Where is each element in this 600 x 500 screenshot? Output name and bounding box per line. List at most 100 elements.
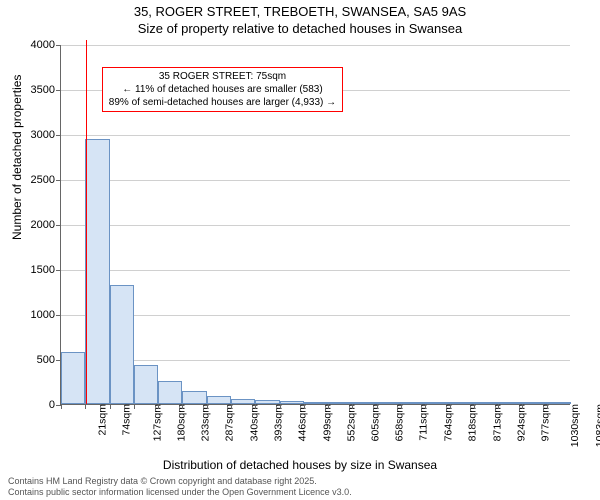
- x-tick-label: 818sqm: [467, 404, 479, 441]
- histogram-bar: [134, 365, 158, 404]
- annotation-line-2: ← 11% of detached houses are smaller (58…: [109, 83, 336, 96]
- histogram-bar: [182, 391, 206, 404]
- x-tick-mark: [134, 404, 135, 409]
- x-tick-label: 977sqm: [540, 404, 552, 441]
- histogram-bar: [280, 401, 304, 404]
- y-tick-label: 3500: [31, 84, 55, 96]
- x-tick-mark: [522, 404, 523, 409]
- x-tick-label: 711sqm: [417, 404, 429, 441]
- gridline: [61, 45, 570, 46]
- annotation-line-3: 89% of semi-detached houses are larger (…: [109, 96, 336, 109]
- x-tick-mark: [280, 404, 281, 409]
- x-tick-mark: [401, 404, 402, 409]
- y-tick-mark: [56, 225, 61, 226]
- histogram-bar: [328, 402, 352, 404]
- x-tick-label: 21sqm: [97, 404, 109, 436]
- x-tick-mark: [61, 404, 62, 409]
- histogram-bar: [207, 396, 231, 404]
- y-tick-label: 3000: [31, 129, 55, 141]
- x-tick-label: 1030sqm: [570, 404, 582, 447]
- footer-line-1: Contains HM Land Registry data © Crown c…: [8, 476, 352, 487]
- x-tick-mark: [425, 404, 426, 409]
- histogram-bar: [522, 402, 546, 404]
- footer-attribution: Contains HM Land Registry data © Crown c…: [8, 476, 352, 499]
- chart-title-block: 35, ROGER STREET, TREBOETH, SWANSEA, SA5…: [0, 4, 600, 38]
- histogram-bar: [450, 402, 474, 404]
- y-tick-label: 2000: [31, 219, 55, 231]
- title-line-2: Size of property relative to detached ho…: [0, 21, 600, 38]
- x-tick-label: 340sqm: [248, 404, 260, 441]
- histogram-bar: [110, 285, 134, 404]
- y-tick-label: 4000: [31, 39, 55, 51]
- title-line-1: 35, ROGER STREET, TREBOETH, SWANSEA, SA5…: [0, 4, 600, 21]
- y-tick-mark: [56, 180, 61, 181]
- x-tick-label: 180sqm: [175, 404, 187, 441]
- x-tick-label: 1083sqm: [594, 404, 600, 447]
- x-tick-mark: [85, 404, 86, 409]
- x-tick-label: 764sqm: [442, 404, 454, 441]
- x-tick-label: 552sqm: [345, 404, 357, 441]
- gridline: [61, 135, 570, 136]
- x-tick-mark: [377, 404, 378, 409]
- x-tick-mark: [231, 404, 232, 409]
- chart-container: 35, ROGER STREET, TREBOETH, SWANSEA, SA5…: [0, 0, 600, 500]
- x-tick-label: 658sqm: [394, 404, 406, 441]
- gridline: [61, 225, 570, 226]
- histogram-bar: [547, 402, 571, 404]
- x-tick-label: 127sqm: [151, 404, 163, 441]
- histogram-bar: [498, 402, 522, 404]
- x-tick-label: 924sqm: [515, 404, 527, 441]
- x-tick-label: 605sqm: [370, 404, 382, 441]
- gridline: [61, 360, 570, 361]
- x-tick-mark: [158, 404, 159, 409]
- histogram-bar: [401, 402, 425, 404]
- x-tick-label: 233sqm: [200, 404, 212, 441]
- histogram-bar: [85, 139, 109, 405]
- histogram-bar: [61, 352, 85, 404]
- y-tick-label: 1500: [31, 264, 55, 276]
- x-tick-label: 871sqm: [491, 404, 503, 441]
- histogram-bar: [231, 399, 255, 404]
- histogram-bar: [255, 400, 279, 404]
- y-tick-label: 0: [49, 399, 55, 411]
- x-axis-label: Distribution of detached houses by size …: [0, 458, 600, 472]
- histogram-bar: [474, 402, 498, 404]
- histogram-bar: [352, 402, 376, 404]
- x-tick-mark: [328, 404, 329, 409]
- x-tick-mark: [474, 404, 475, 409]
- y-tick-label: 1000: [31, 309, 55, 321]
- reference-line: [86, 40, 87, 404]
- histogram-bar: [377, 402, 401, 404]
- annotation-box: 35 ROGER STREET: 75sqm← 11% of detached …: [102, 67, 343, 112]
- y-tick-mark: [56, 135, 61, 136]
- x-tick-label: 499sqm: [321, 404, 333, 441]
- y-tick-mark: [56, 270, 61, 271]
- y-tick-mark: [56, 315, 61, 316]
- x-tick-mark: [255, 404, 256, 409]
- y-tick-mark: [56, 90, 61, 91]
- gridline: [61, 315, 570, 316]
- x-tick-label: 393sqm: [272, 404, 284, 441]
- x-tick-label: 446sqm: [297, 404, 309, 441]
- histogram-bar: [425, 402, 449, 404]
- x-tick-mark: [110, 404, 111, 409]
- y-tick-label: 2500: [31, 174, 55, 186]
- x-tick-mark: [498, 404, 499, 409]
- histogram-bar: [304, 402, 328, 404]
- x-tick-mark: [304, 404, 305, 409]
- y-axis-label: Number of detached properties: [10, 75, 24, 240]
- footer-line-2: Contains public sector information licen…: [8, 487, 352, 498]
- plot-area: 0500100015002000250030003500400021sqm74s…: [60, 45, 570, 405]
- x-tick-mark: [352, 404, 353, 409]
- annotation-line-1: 35 ROGER STREET: 75sqm: [109, 70, 336, 83]
- x-tick-mark: [182, 404, 183, 409]
- x-tick-label: 287sqm: [224, 404, 236, 441]
- x-tick-label: 74sqm: [121, 404, 133, 436]
- gridline: [61, 180, 570, 181]
- y-tick-mark: [56, 45, 61, 46]
- histogram-bar: [158, 381, 182, 404]
- y-tick-label: 500: [37, 354, 55, 366]
- x-tick-mark: [207, 404, 208, 409]
- x-tick-mark: [547, 404, 548, 409]
- gridline: [61, 270, 570, 271]
